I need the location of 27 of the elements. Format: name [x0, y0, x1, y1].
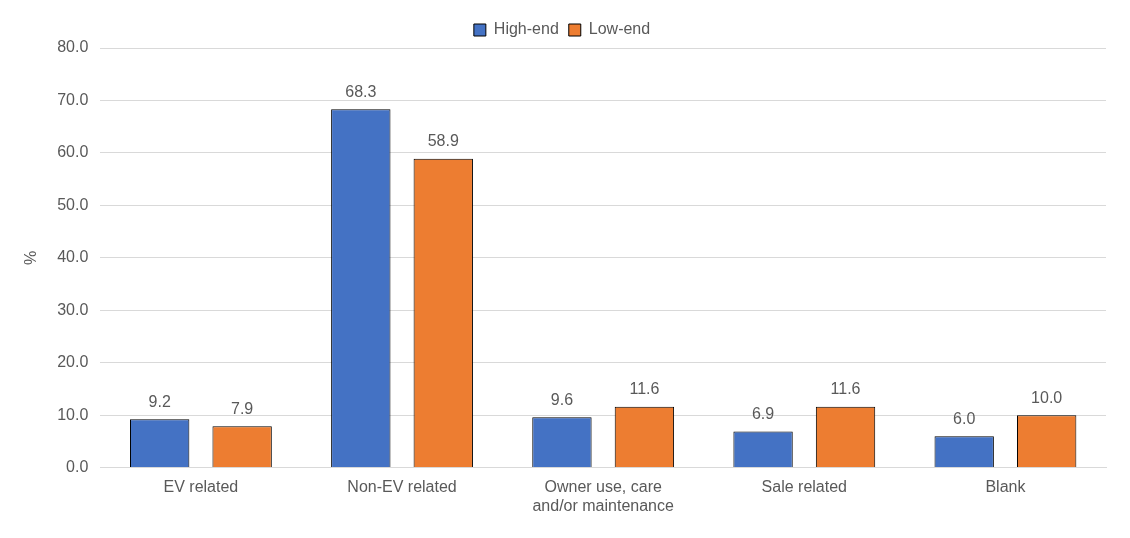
y-tick-label: 80.0 — [57, 38, 89, 56]
y-tick-label: 20.0 — [57, 353, 89, 371]
y-axis-title: % — [22, 250, 40, 265]
data-label: 9.6 — [550, 390, 574, 408]
x-tick-label: Non-EV related — [347, 477, 457, 495]
x-tick-label: Owner use, care and/or maintenance — [532, 477, 674, 514]
data-label: 6.9 — [751, 404, 775, 422]
data-label: 6.0 — [953, 409, 976, 427]
y-tick-label: 40.0 — [57, 248, 89, 266]
data-label: 58.9 — [427, 132, 459, 150]
x-tick-label: Blank — [985, 477, 1027, 495]
data-label: 11.6 — [629, 380, 660, 398]
data-label: 10.0 — [1031, 388, 1063, 406]
y-tick-label: 30.0 — [57, 300, 89, 318]
y-tick-label: 60.0 — [57, 143, 89, 161]
y-tick-label: 70.0 — [57, 90, 89, 108]
data-label: 9.2 — [148, 392, 171, 410]
y-tick-label: 10.0 — [57, 405, 89, 423]
data-label: 11.6 — [830, 380, 861, 398]
data-label: 7.9 — [231, 399, 254, 417]
legend-label: High-end — [493, 20, 559, 38]
data-label: 68.3 — [345, 82, 377, 100]
y-tick-label: 0.0 — [66, 458, 89, 476]
x-tick-label: EV related — [163, 477, 239, 495]
x-tick-label: Sale related — [761, 477, 847, 495]
legend-label: Low-end — [588, 20, 651, 38]
y-tick-label: 50.0 — [57, 195, 89, 213]
